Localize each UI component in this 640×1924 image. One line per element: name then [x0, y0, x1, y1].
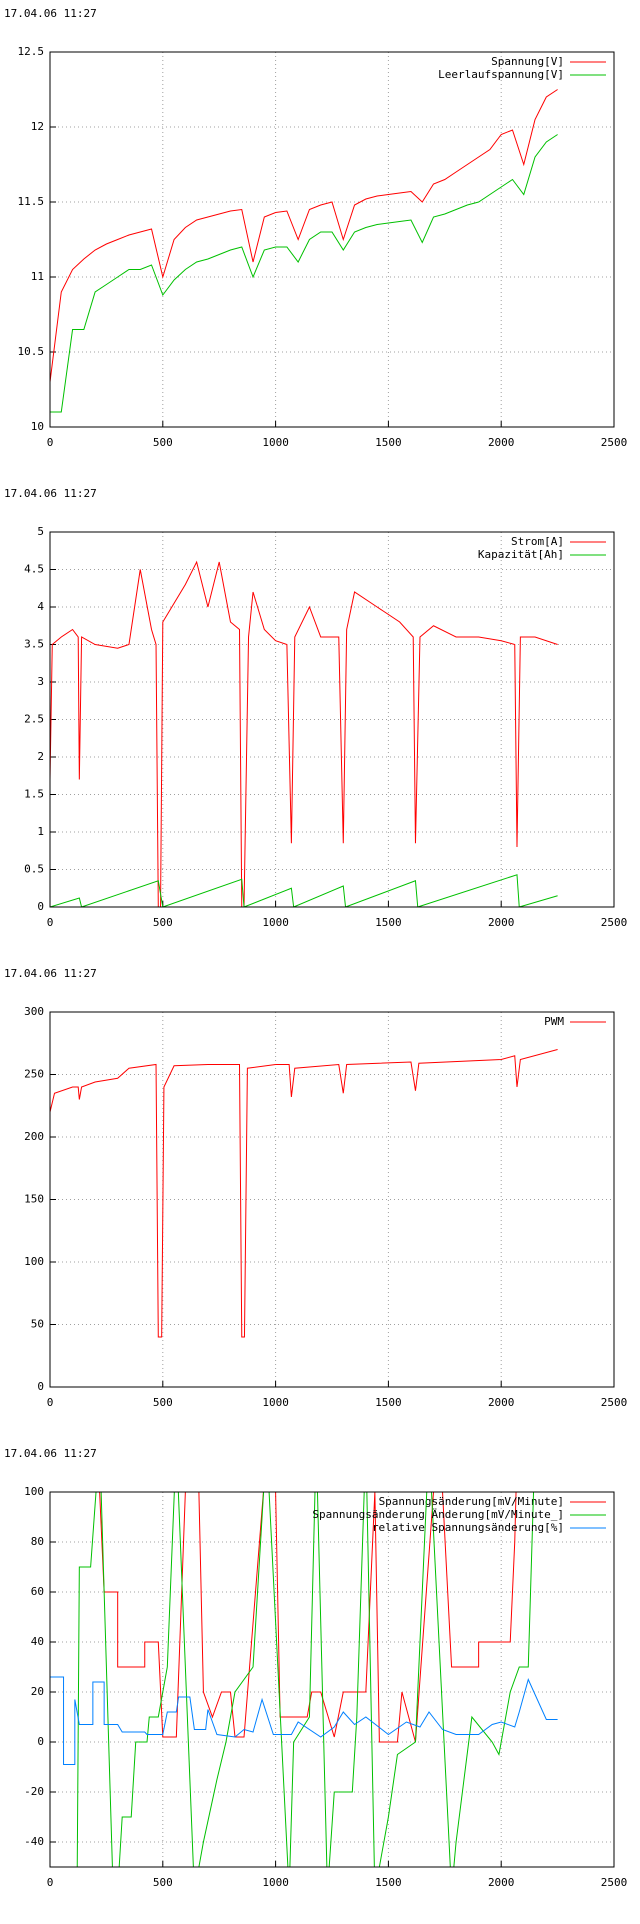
y-tick-label: 50 [31, 1318, 44, 1331]
plot-border [49, 1491, 615, 1868]
x-tick-label: 2000 [488, 916, 515, 929]
series-line [83, 1492, 517, 1743]
x-tick-label: 500 [153, 1396, 173, 1409]
legend-label: Kapazität[Ah] [478, 548, 564, 561]
series-line [50, 874, 558, 907]
y-tick-label: 0.5 [24, 863, 44, 876]
legend-label: PWM [544, 1015, 564, 1028]
y-tick-label: 40 [31, 1635, 44, 1648]
y-tick-label: -40 [24, 1835, 44, 1848]
y-tick-label: 12 [31, 120, 44, 133]
chart-title: 17.04.06 11:27 [4, 7, 97, 20]
plot-border [49, 1011, 615, 1388]
y-tick-label: 10.5 [18, 345, 45, 358]
x-tick-label: 2500 [601, 1396, 628, 1409]
legend-label: Strom[A] [511, 535, 564, 548]
x-tick-label: 1000 [262, 916, 289, 929]
chart-panel: 17.04.06 11:27 0 50 100 150 200 250 300 0 500 1000… [4, 967, 627, 1409]
y-tick-label: 100 [24, 1485, 44, 1498]
x-tick-label: 1500 [375, 1876, 402, 1889]
y-tick-label: 5 [37, 525, 44, 538]
x-tick-label: 1000 [262, 1396, 289, 1409]
x-tick-label: 2000 [488, 1876, 515, 1889]
x-tick-label: 0 [47, 436, 54, 449]
x-tick-label: 2500 [601, 1876, 628, 1889]
y-tick-label: 12.5 [18, 45, 45, 58]
y-tick-label: 250 [24, 1068, 44, 1081]
x-tick-label: 0 [47, 1396, 54, 1409]
x-tick-label: 1000 [262, 1876, 289, 1889]
x-tick-label: 2000 [488, 1396, 515, 1409]
x-tick-label: 2500 [601, 916, 628, 929]
y-tick-label: 3 [37, 675, 44, 688]
legend-label: Spannungsänderung Änderung[mV/Minute_] [312, 1508, 564, 1521]
series-line [76, 1492, 535, 1867]
y-tick-label: 0 [37, 1380, 44, 1393]
series-line [50, 134, 558, 413]
series-line [50, 1049, 558, 1338]
legend-label: Spannung[V] [491, 55, 564, 68]
legend-label: Spannungsänderung[mV/Minute] [379, 1495, 564, 1508]
plot-border [49, 51, 615, 428]
x-tick-label: 1000 [262, 436, 289, 449]
x-tick-label: 1500 [375, 436, 402, 449]
chart-title: 17.04.06 11:27 [4, 967, 97, 980]
x-tick-label: 2000 [488, 436, 515, 449]
plot-border [49, 531, 615, 908]
x-tick-label: 500 [153, 916, 173, 929]
x-tick-label: 1500 [375, 916, 402, 929]
y-tick-label: 4.5 [24, 563, 44, 576]
y-tick-label: 2 [37, 750, 44, 763]
chart-panel: 17.04.06 11:27 0 0.5 1 1.5 2 2.5 3 3.5 4 4.5 5 0 500 1… [4, 487, 627, 929]
chart-title: 17.04.06 11:27 [4, 1447, 97, 1460]
x-tick-label: 0 [47, 1876, 54, 1889]
y-tick-label: 3.5 [24, 638, 44, 651]
x-tick-label: 0 [47, 916, 54, 929]
y-tick-label: 1 [37, 825, 44, 838]
x-tick-label: 500 [153, 1876, 173, 1889]
chart-panel: 17.04.06 11:27 10 10.5 11 11.5 12 12.5 0 500 1000… [4, 7, 627, 449]
y-tick-label: 100 [24, 1255, 44, 1268]
series-line [50, 560, 558, 907]
chart-title: 17.04.06 11:27 [4, 487, 97, 500]
y-tick-label: 0 [37, 900, 44, 913]
series-line [50, 1676, 558, 1765]
y-tick-label: -20 [24, 1785, 44, 1798]
y-tick-label: 11.5 [18, 195, 45, 208]
legend-label: Leerlaufspannung[V] [438, 68, 564, 81]
legend-label: relative Spannungsänderung[%] [372, 1521, 564, 1534]
y-tick-label: 300 [24, 1005, 44, 1018]
y-tick-label: 20 [31, 1685, 44, 1698]
y-tick-label: 10 [31, 420, 44, 433]
x-tick-label: 1500 [375, 1396, 402, 1409]
y-tick-label: 4 [37, 600, 44, 613]
y-tick-label: 150 [24, 1193, 44, 1206]
y-tick-label: 60 [31, 1585, 44, 1598]
y-tick-label: 11 [31, 270, 44, 283]
y-tick-label: 80 [31, 1535, 44, 1548]
y-tick-label: 200 [24, 1130, 44, 1143]
x-tick-label: 2500 [601, 436, 628, 449]
series-line [50, 89, 558, 383]
y-tick-label: 1.5 [24, 788, 44, 801]
y-tick-label: 2.5 [24, 713, 44, 726]
y-tick-label: 0 [37, 1735, 44, 1748]
x-tick-label: 500 [153, 436, 173, 449]
